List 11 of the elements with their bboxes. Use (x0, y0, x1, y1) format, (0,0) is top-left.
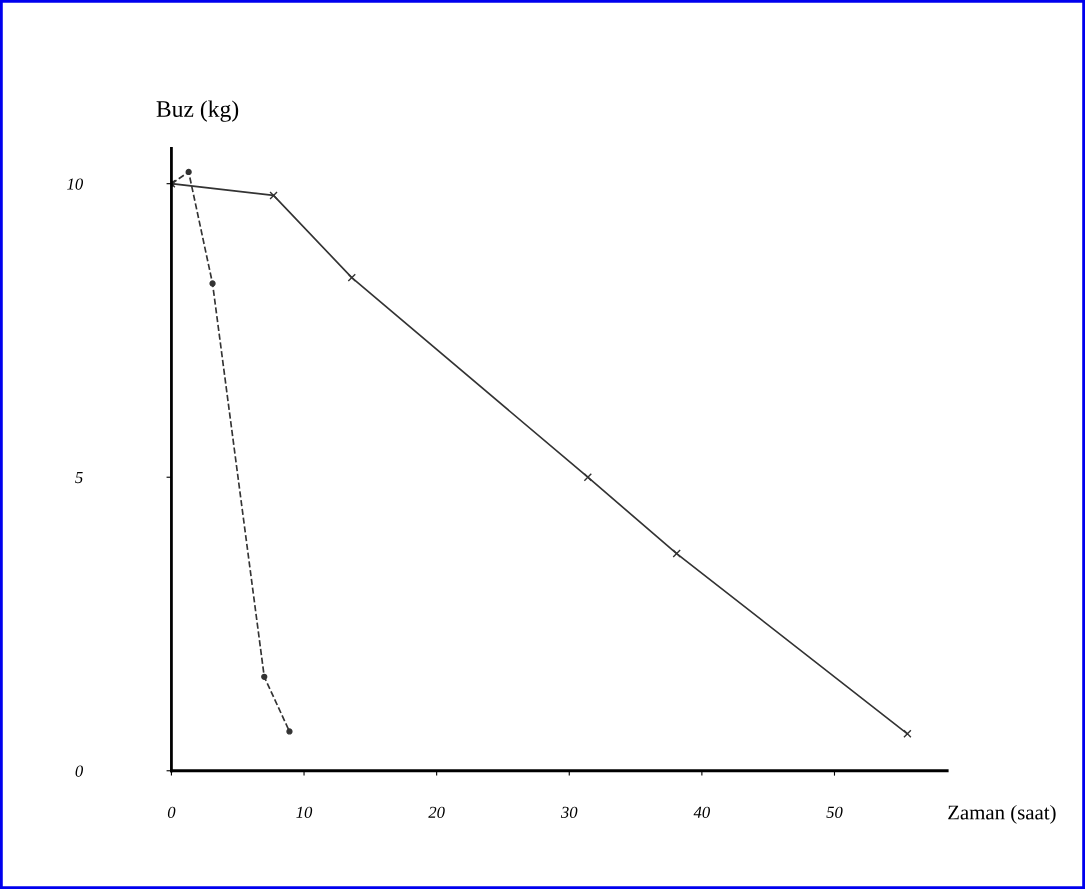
x-tick-label: 10 (296, 806, 313, 818)
y-tick-label: 10 (67, 178, 84, 190)
y-tick-label: 5 (75, 472, 83, 484)
x-tick-label: 50 (826, 806, 843, 818)
x-tick-label: 40 (693, 806, 710, 818)
y-tick-label: 0 (75, 765, 84, 777)
x-tick-label: 20 (428, 806, 445, 818)
x-tick-label: 30 (560, 806, 578, 818)
x-axis-title: Zaman (saat) (948, 804, 1056, 824)
y-axis-title: Buz (kg) (156, 100, 239, 122)
x-tick-label: 0 (167, 806, 176, 818)
